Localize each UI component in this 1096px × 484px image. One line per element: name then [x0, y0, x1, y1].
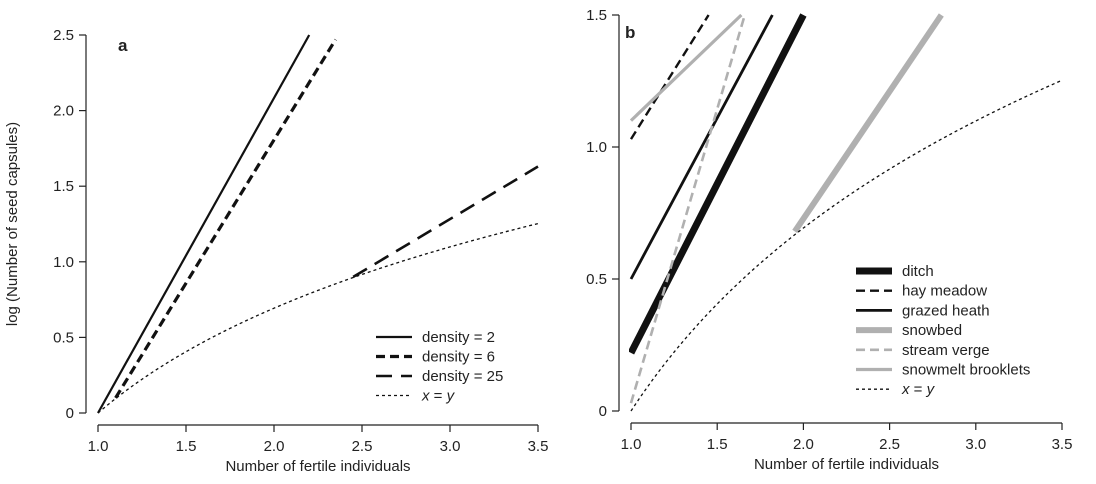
y-tick-label: 0.5 — [53, 329, 74, 346]
legend-entry: x = y — [901, 381, 936, 398]
x-tick-label: 2.5 — [879, 436, 900, 453]
x-tick-label: 2.0 — [793, 436, 814, 453]
legend-entry: snowbed — [902, 322, 962, 339]
panel-letter: b — [625, 23, 635, 42]
series-line-snowbed — [792, 13, 944, 234]
x-tick-label: 2.0 — [264, 438, 285, 455]
legend-entry: density = 25 — [422, 368, 503, 385]
series-line-x-y — [630, 79, 1063, 412]
x-tick-label: 1.5 — [707, 436, 728, 453]
legend: density = 2 density = 6 density = 25 x = y — [376, 329, 503, 405]
series-line-density-6 — [114, 38, 337, 399]
legend-entry: hay meadow — [902, 283, 987, 300]
y-tick-label: 1.5 — [53, 178, 74, 195]
x-axis-label: Number of fertile individuals — [754, 456, 939, 473]
series-line-snowmelt-brooklets — [629, 13, 743, 122]
y-tick-label: 0 — [599, 403, 607, 420]
legend-entry: density = 2 — [422, 329, 495, 346]
plot-area — [629, 13, 1063, 412]
y-tick-label: 1.0 — [53, 254, 74, 271]
y-tick-label: 1.5 — [586, 7, 607, 24]
legend-entry: x = y — [421, 388, 456, 405]
x-tick-label: 3.5 — [528, 438, 549, 455]
x-tick-label: 3.0 — [440, 438, 461, 455]
plot-area — [97, 34, 539, 414]
panel-a: 1.0 1.5 2.0 2.5 3.0 3.5 0 0.5 1.0 1.5 2.0 2.5 Number… — [4, 27, 548, 475]
panel-b: 1.0 1.5 2.0 2.5 3.0 3.5 0 0.5 1.0 1.5 Number of fe… — [586, 7, 1072, 473]
series-line-density-25 — [352, 165, 539, 279]
series-line-stream-verge — [629, 14, 747, 404]
series-line-x-y — [97, 222, 539, 414]
legend-entry: ditch — [902, 263, 934, 280]
legend-entry: grazed heath — [902, 302, 990, 319]
legend-entry: density = 6 — [422, 349, 495, 366]
y-axis-label: log (Number of seed capsules) — [4, 122, 21, 326]
x-tick-label: 1.5 — [176, 438, 197, 455]
series-line-ditch — [629, 13, 807, 355]
series-line-density-2 — [97, 34, 311, 414]
x-tick-label: 3.0 — [965, 436, 986, 453]
x-tick-label: 2.5 — [352, 438, 373, 455]
y-tick-label: 0.5 — [586, 271, 607, 288]
y-tick-label: 1.0 — [586, 139, 607, 156]
y-tick-label: 0 — [66, 405, 74, 422]
legend-entry: snowmelt brooklets — [902, 362, 1030, 379]
x-tick-label: 1.0 — [621, 436, 642, 453]
x-tick-label: 3.5 — [1052, 436, 1073, 453]
legend: ditch hay meadow grazed heath snowbed stream… — [856, 263, 1030, 398]
panel-letter: a — [118, 36, 128, 55]
y-tick-label: 2.0 — [53, 103, 74, 120]
legend-entry: stream verge — [902, 342, 990, 359]
y-tick-label: 2.5 — [53, 27, 74, 44]
x-tick-label: 1.0 — [88, 438, 109, 455]
series-line-hay-meadow — [629, 14, 710, 140]
series-line-grazed-heath — [629, 14, 774, 280]
x-axis-label: Number of fertile individuals — [225, 458, 410, 475]
